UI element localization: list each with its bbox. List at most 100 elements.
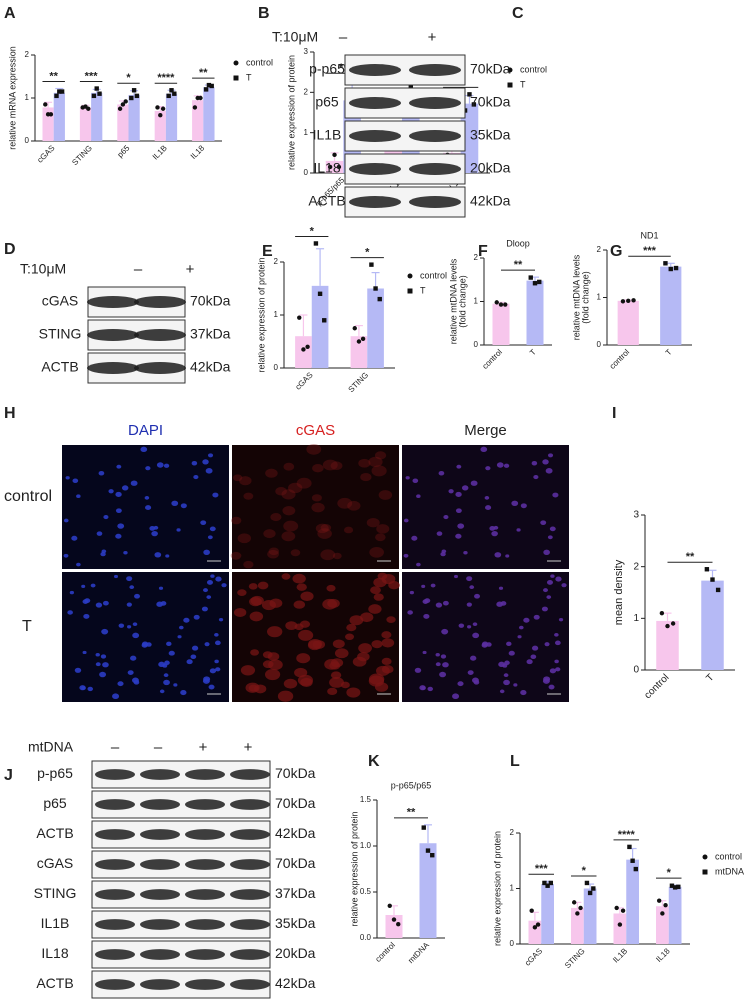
data-point xyxy=(656,898,662,903)
blot-band xyxy=(230,769,270,780)
cell xyxy=(191,461,198,466)
cell xyxy=(126,602,132,607)
blot-band xyxy=(230,859,270,870)
size-label: 35kDa xyxy=(470,127,511,143)
bar xyxy=(660,266,682,345)
cell xyxy=(506,641,512,647)
cell xyxy=(209,526,216,532)
data-point xyxy=(169,88,174,93)
cell xyxy=(212,492,219,498)
cell xyxy=(466,576,473,582)
blot-band xyxy=(409,196,461,208)
cell xyxy=(457,681,464,687)
cell xyxy=(332,552,342,560)
x-tick-label: STING xyxy=(347,371,371,395)
cell xyxy=(183,617,190,623)
cell xyxy=(300,677,313,687)
cell xyxy=(531,645,539,651)
cell xyxy=(414,667,422,673)
data-point xyxy=(408,84,413,89)
cell xyxy=(201,606,208,612)
cell xyxy=(520,689,527,696)
cell xyxy=(134,593,141,599)
significance-label: * xyxy=(126,72,131,84)
cell xyxy=(190,654,197,660)
size-label: 42kDa xyxy=(275,825,316,841)
cell xyxy=(153,525,159,530)
significance-label: ** xyxy=(407,807,416,819)
cell xyxy=(130,480,138,486)
cell xyxy=(177,635,182,639)
lane-label: + xyxy=(244,739,253,756)
data-point xyxy=(131,88,137,93)
blot-band xyxy=(185,919,225,930)
size-label: 37kDa xyxy=(275,885,316,901)
data-point xyxy=(356,339,362,344)
cell xyxy=(112,693,120,700)
significance-label: ** xyxy=(514,259,523,271)
cell xyxy=(550,574,555,578)
bar xyxy=(350,336,368,368)
cell xyxy=(368,456,383,468)
data-point xyxy=(192,105,198,110)
data-point xyxy=(532,925,538,930)
cell xyxy=(375,533,386,542)
cell xyxy=(292,573,306,584)
cell xyxy=(470,480,478,486)
panel-label: A xyxy=(4,5,16,22)
cell xyxy=(203,588,208,593)
x-tick-label: IL1B xyxy=(611,947,629,965)
cell xyxy=(282,505,296,516)
cell xyxy=(547,453,554,458)
protein-label: cGAS xyxy=(37,855,74,871)
cell xyxy=(403,553,409,558)
data-point xyxy=(542,880,547,886)
data-point xyxy=(665,623,670,629)
y-tick-label: 1 xyxy=(25,93,30,102)
legend-marker xyxy=(407,273,413,279)
cell xyxy=(312,464,324,473)
blot-band xyxy=(140,859,180,870)
x-tick-label: IL1B xyxy=(151,144,169,162)
panel-label: F xyxy=(478,243,488,260)
x-tick-label: T xyxy=(664,347,674,357)
data-point xyxy=(676,884,681,890)
y-tick-label: 2 xyxy=(274,257,279,266)
data-point xyxy=(633,866,639,872)
cell xyxy=(346,623,357,632)
micrograph xyxy=(232,445,399,569)
data-point xyxy=(660,911,665,916)
cell xyxy=(268,547,280,556)
bar xyxy=(626,859,639,944)
cell xyxy=(405,476,410,480)
cell xyxy=(214,640,221,646)
cell xyxy=(123,550,128,555)
blot-band xyxy=(230,949,270,960)
blot-band xyxy=(95,889,135,900)
cell xyxy=(267,652,280,661)
blot-band xyxy=(230,799,270,810)
cell xyxy=(267,549,279,559)
y-tick-label: 1.0 xyxy=(360,841,372,850)
cell xyxy=(440,654,447,659)
bar xyxy=(128,94,140,141)
cell xyxy=(411,535,418,541)
cell xyxy=(230,551,242,560)
cell xyxy=(306,443,322,455)
cell xyxy=(275,487,287,496)
cell xyxy=(499,689,505,694)
cell xyxy=(366,517,380,528)
y-axis-label: relative expression of protein xyxy=(256,257,266,372)
data-point xyxy=(327,164,333,170)
data-point xyxy=(123,99,128,104)
cell xyxy=(63,518,69,523)
lane-label: – xyxy=(154,739,163,756)
blot-band xyxy=(230,919,270,930)
legend-label: control xyxy=(246,57,273,67)
data-point xyxy=(715,587,721,593)
cell xyxy=(544,642,550,647)
data-point xyxy=(129,95,134,101)
blot-band xyxy=(140,949,180,960)
cell xyxy=(283,520,299,532)
blot-band xyxy=(349,64,401,76)
